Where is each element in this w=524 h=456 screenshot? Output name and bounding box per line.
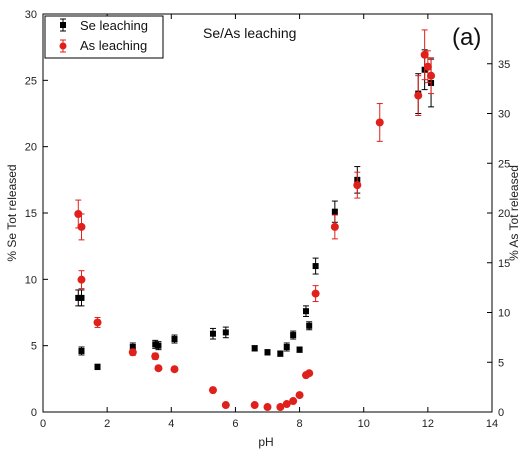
data-point [276,403,285,412]
y-left-tick-label: 20 [25,142,37,154]
legend-label-se: Se leaching [80,18,148,33]
data-point [170,365,179,374]
legend-label-as: As leaching [80,38,147,53]
y-right-tick-label: 5 [498,357,504,369]
data-point [311,289,320,298]
legend: Se leaching As leaching [44,15,164,59]
y-right-tick-label: 35 [498,59,510,71]
data-point [302,308,309,315]
y-left-axis-label: % Se Tot released [5,164,19,261]
data-point [171,336,178,343]
y-right-tick-label: 20 [498,208,510,220]
panel-label: (a) [452,24,481,51]
data-point [75,294,82,301]
data-point [427,71,436,80]
data-point [420,50,429,59]
data-point [331,208,338,215]
y-left-tick-label: 0 [31,407,37,419]
data-point [250,401,259,410]
data-point [353,181,362,190]
data-point [251,345,258,352]
y-left-tick-label: 25 [25,75,37,87]
y-right-axis-ticks: 0 5 10 15 20 25 30 35 [487,59,510,419]
y-left-tick-label: 10 [25,274,37,286]
data-point [306,322,313,329]
data-point [296,346,303,353]
y-right-tick-label: 15 [498,258,510,270]
data-point [283,343,290,350]
data-point [77,275,86,284]
x-tick-label: 10 [358,418,370,430]
data-point [78,294,85,301]
data-point [263,403,272,412]
y-left-tick-label: 30 [25,9,37,21]
data-point [152,341,159,348]
data-point [221,401,230,410]
data-point [129,343,136,350]
legend-marker-as [59,39,67,53]
data-point [295,391,304,400]
y-right-tick-label: 30 [498,109,510,121]
data-point [93,318,102,327]
x-tick-label: 0 [40,418,46,430]
data-point [375,118,384,127]
data-point [290,332,297,339]
data-point [78,347,85,354]
y-right-tick-label: 10 [498,308,510,320]
data-point [289,397,298,406]
y-left-tick-label: 5 [31,341,37,353]
y-right-tick-label: 25 [498,158,510,170]
data-marks [74,29,436,412]
data-point [208,386,217,395]
y-left-tick-label: 15 [25,208,37,220]
data-point [77,222,86,231]
legend-marker-se [60,18,66,32]
x-tick-label: 2 [104,418,110,430]
x-tick-label: 12 [422,418,434,430]
x-tick-label: 6 [232,418,238,430]
data-point [154,364,163,373]
x-axis-label: pH [258,435,273,449]
x-tick-label: 4 [168,418,174,430]
y-right-tick-label: 0 [498,407,504,419]
data-point [94,363,101,370]
data-point [209,330,216,337]
data-point [277,350,284,357]
data-point [282,400,291,409]
data-point [423,62,432,71]
y-right-axis-label: % As Tot released [507,165,521,261]
y-left-axis-ticks: 0 5 10 15 20 25 30 [25,9,48,419]
data-point [128,348,137,357]
data-point [312,263,319,270]
data-point [74,209,83,218]
data-point [151,352,160,361]
data-point [330,222,339,231]
data-point [155,342,162,349]
data-point [305,369,314,378]
x-tick-label: 8 [297,418,303,430]
chart-title: Se/As leaching [203,25,296,41]
data-point [414,91,423,100]
x-tick-label: 14 [486,418,498,430]
data-point [264,349,271,356]
data-point [222,329,229,336]
series-as [74,29,436,412]
series-se [75,49,435,371]
